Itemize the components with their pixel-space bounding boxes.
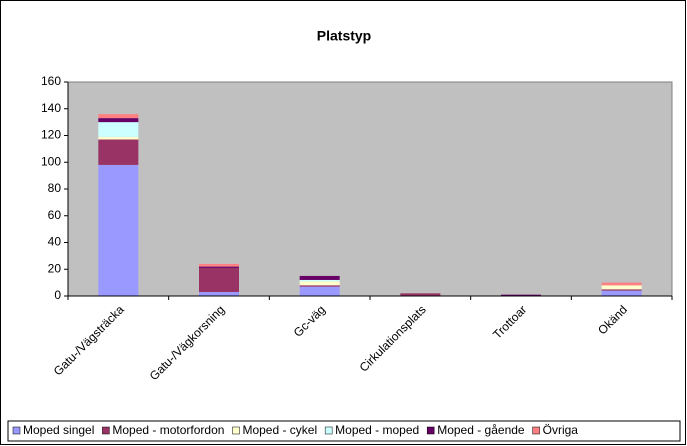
bar-segment: [199, 263, 239, 267]
bar-segment: [501, 294, 541, 296]
bar-segment: [98, 118, 139, 123]
bar-segment: [98, 139, 139, 165]
bar-segment: [299, 275, 340, 280]
y-tick-label: 20: [48, 261, 62, 275]
legend-swatch: [324, 426, 333, 435]
y-tick-label: 80: [48, 181, 62, 195]
legend-label: Moped - moped: [335, 423, 419, 437]
legend-label: Moped - motorfordon: [112, 423, 224, 437]
bar-segment: [299, 285, 340, 287]
bar-segment: [98, 122, 139, 137]
legend-swatch: [12, 426, 21, 435]
bar-segment: [601, 289, 642, 291]
legend-label: Moped - gående: [437, 423, 525, 437]
bar-segment: [98, 164, 139, 296]
bar-segment: [601, 290, 642, 296]
bar-segment: [400, 293, 441, 296]
bar-segment: [601, 282, 642, 286]
legend-swatch: [532, 426, 540, 435]
bar-segment: [299, 281, 340, 286]
y-tick-label: 140: [41, 101, 61, 115]
bar-segment: [299, 279, 340, 282]
bar-segment: [299, 286, 340, 296]
legend-swatch: [426, 426, 435, 435]
legend-swatch: [232, 426, 240, 435]
bar-segment: [199, 291, 239, 296]
y-tick-label: 100: [41, 154, 61, 168]
bar-segment: [601, 285, 642, 290]
y-tick-label: 40: [48, 235, 62, 249]
legend-label: Moped singel: [23, 423, 94, 437]
legend-swatch: [102, 426, 110, 435]
bar-segment: [199, 266, 239, 268]
legend-label: Övriga: [543, 423, 579, 437]
bar-segment: [98, 136, 139, 140]
legend-box: [7, 420, 681, 442]
y-tick-label: 120: [41, 128, 61, 142]
y-tick-label: 60: [48, 208, 62, 222]
bar-segment: [98, 114, 139, 119]
chart-title: Platstyp: [317, 28, 371, 44]
plot-area: [67, 81, 673, 297]
y-tick-label: 160: [41, 74, 61, 88]
y-tick-label: 0: [54, 288, 61, 302]
legend-label: Moped - cykel: [242, 423, 317, 437]
bar-segment: [199, 267, 239, 292]
